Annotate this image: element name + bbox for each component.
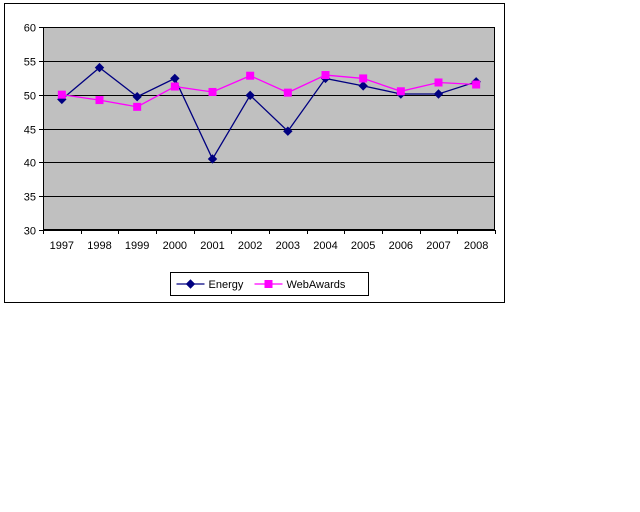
diamond-marker <box>245 90 255 101</box>
x-axis-tick-label: 2005 <box>351 240 375 252</box>
x-axis-tick-label: 2006 <box>389 240 413 252</box>
diamond-marker <box>185 279 196 289</box>
square-marker <box>95 96 104 105</box>
webawards-series <box>57 71 481 111</box>
y-axis-tick-label: 40 <box>24 158 36 170</box>
y-axis-labels: 30 35 40 45 50 55 60 <box>24 23 36 238</box>
plot-area <box>43 27 495 230</box>
x-axis-tick-label: 2004 <box>313 240 337 252</box>
x-axis-tick-label: 1997 <box>50 240 74 252</box>
diamond-marker <box>94 62 105 73</box>
diamond-marker <box>207 154 218 164</box>
y-axis-tick-label: 35 <box>24 192 36 204</box>
y-axis-tick-label: 30 <box>24 226 36 238</box>
square-marker <box>283 88 292 97</box>
x-axis-tick-label: 2000 <box>163 240 187 252</box>
legend-energy-label: Energy <box>209 279 244 291</box>
diamond-marker <box>358 81 368 91</box>
y-axis-tick-label: 55 <box>24 57 36 69</box>
line-chart: 30 35 40 45 50 55 60 1997 1998 1999 2000 2001 2002 20… <box>4 3 505 303</box>
energy-line <box>61 66 477 161</box>
square-marker <box>472 80 481 89</box>
legend: Energy WebAwards <box>170 272 369 296</box>
square-marker <box>208 87 217 96</box>
x-axis-tick-label: 2003 <box>276 240 300 252</box>
x-axis-tick-label: 2001 <box>200 240 224 252</box>
x-axis-tick-label: 2008 <box>464 240 488 252</box>
webawards-line <box>61 74 477 108</box>
diamond-marker <box>283 126 293 136</box>
plot-border <box>43 27 495 230</box>
square-marker <box>359 74 368 83</box>
square-marker <box>396 87 405 96</box>
square-marker <box>57 90 66 99</box>
legend-webawards-label: WebAwards <box>287 279 346 291</box>
x-axis-tick-label: 2007 <box>426 240 450 252</box>
x-axis-ticks <box>43 230 496 234</box>
chart-container: 30 35 40 45 50 55 60 1997 1998 1999 2000 2001 2002 20… <box>4 3 505 303</box>
y-axis-tick-label: 45 <box>24 125 36 137</box>
y-axis-tick-label: 60 <box>24 23 36 35</box>
y-axis-ticks <box>39 27 43 231</box>
x-axis-tick-label: 1998 <box>87 240 111 252</box>
square-marker <box>170 82 179 91</box>
square-marker <box>434 78 443 87</box>
square-marker <box>133 102 142 111</box>
square-marker <box>264 280 273 288</box>
square-marker <box>246 71 255 80</box>
diamond-marker <box>433 89 444 99</box>
diamond-marker <box>132 91 142 102</box>
square-marker <box>321 71 330 80</box>
diamond-marker <box>170 73 180 84</box>
x-axis-tick-label: 2002 <box>238 240 262 252</box>
x-axis-tick-label: 1999 <box>125 240 149 252</box>
x-axis-labels: 1997 1998 1999 2000 2001 2002 2003 2004 2005 2006… <box>50 240 489 252</box>
y-axis-tick-label: 50 <box>24 91 36 103</box>
